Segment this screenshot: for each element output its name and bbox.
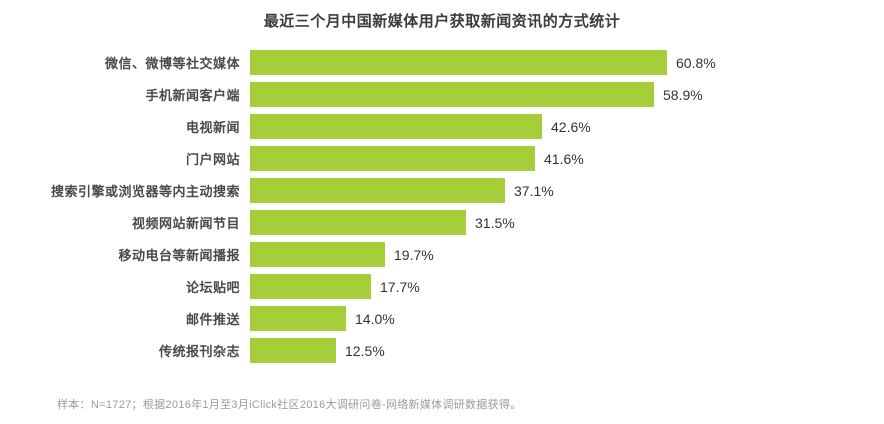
bar-row: 搜索引擎或浏览器等内主动搜索 37.1%: [0, 178, 884, 203]
bar-track: 41.6%: [250, 146, 884, 171]
bar-row: 电视新闻 42.6%: [0, 114, 884, 139]
bar-value-label: 42.6%: [551, 118, 591, 135]
bar-chart: 微信、微博等社交媒体 60.8% 手机新闻客户端 58.9% 电视新闻 42.6% 门户网站…: [0, 50, 884, 370]
bar-value-label: 17.7%: [380, 278, 420, 295]
bar-track: 58.9%: [250, 82, 884, 107]
bar-row: 视频网站新闻节目 31.5%: [0, 210, 884, 235]
bar-value-label: 12.5%: [345, 342, 385, 359]
bar-row: 手机新闻客户端 58.9%: [0, 82, 884, 107]
bar-row: 邮件推送 14.0%: [0, 306, 884, 331]
bar-row: 传统报刊杂志 12.5%: [0, 338, 884, 363]
sample-footnote: 样本：N=1727；根据2016年1月至3月iClick社区2016大调研问卷-…: [57, 399, 522, 411]
bar-category-label: 论坛贴吧: [185, 280, 240, 295]
bar-track: 37.1%: [250, 178, 884, 203]
bar-row: 微信、微博等社交媒体 60.8%: [0, 50, 884, 75]
bar-fill: [250, 50, 667, 75]
bar-value-label: 41.6%: [544, 150, 584, 167]
bar-value-label: 14.0%: [355, 310, 395, 327]
bar-category-label: 传统报刊杂志: [158, 344, 240, 359]
bar-row: 移动电台等新闻播报 19.7%: [0, 242, 884, 267]
bar-category-label: 视频网站新闻节目: [131, 216, 240, 231]
bar-track: 42.6%: [250, 114, 884, 139]
bar-fill: [250, 210, 466, 235]
bar-fill: [250, 242, 385, 267]
bar-category-label: 邮件推送: [185, 312, 240, 327]
bar-category-label: 电视新闻: [185, 120, 240, 135]
bar-category-label: 门户网站: [185, 152, 240, 167]
bar-fill: [250, 274, 371, 299]
bar-fill: [250, 82, 654, 107]
bar-value-label: 37.1%: [514, 182, 554, 199]
bar-fill: [250, 146, 535, 171]
bar-category-label: 搜索引擎或浏览器等内主动搜索: [50, 184, 240, 199]
bar-category-label: 移动电台等新闻播报: [118, 248, 240, 263]
bar-value-label: 19.7%: [394, 246, 434, 263]
bar-value-label: 31.5%: [475, 214, 515, 231]
bar-fill: [250, 306, 346, 331]
chart-title: 最近三个月中国新媒体用户获取新闻资讯的方式统计: [263, 13, 621, 30]
bar-row: 论坛贴吧 17.7%: [0, 274, 884, 299]
bar-fill: [250, 114, 542, 139]
bar-value-label: 58.9%: [663, 86, 703, 103]
bar-fill: [250, 338, 336, 363]
bar-track: 31.5%: [250, 210, 884, 235]
bar-track: 12.5%: [250, 338, 884, 363]
bar-track: 60.8%: [250, 50, 884, 75]
bar-track: 17.7%: [250, 274, 884, 299]
bar-track: 19.7%: [250, 242, 884, 267]
bar-category-label: 微信、微博等社交媒体: [104, 56, 240, 71]
bar-value-label: 60.8%: [676, 54, 716, 71]
bar-row: 门户网站 41.6%: [0, 146, 884, 171]
bar-category-label: 手机新闻客户端: [145, 88, 240, 103]
bar-track: 14.0%: [250, 306, 884, 331]
bar-fill: [250, 178, 505, 203]
